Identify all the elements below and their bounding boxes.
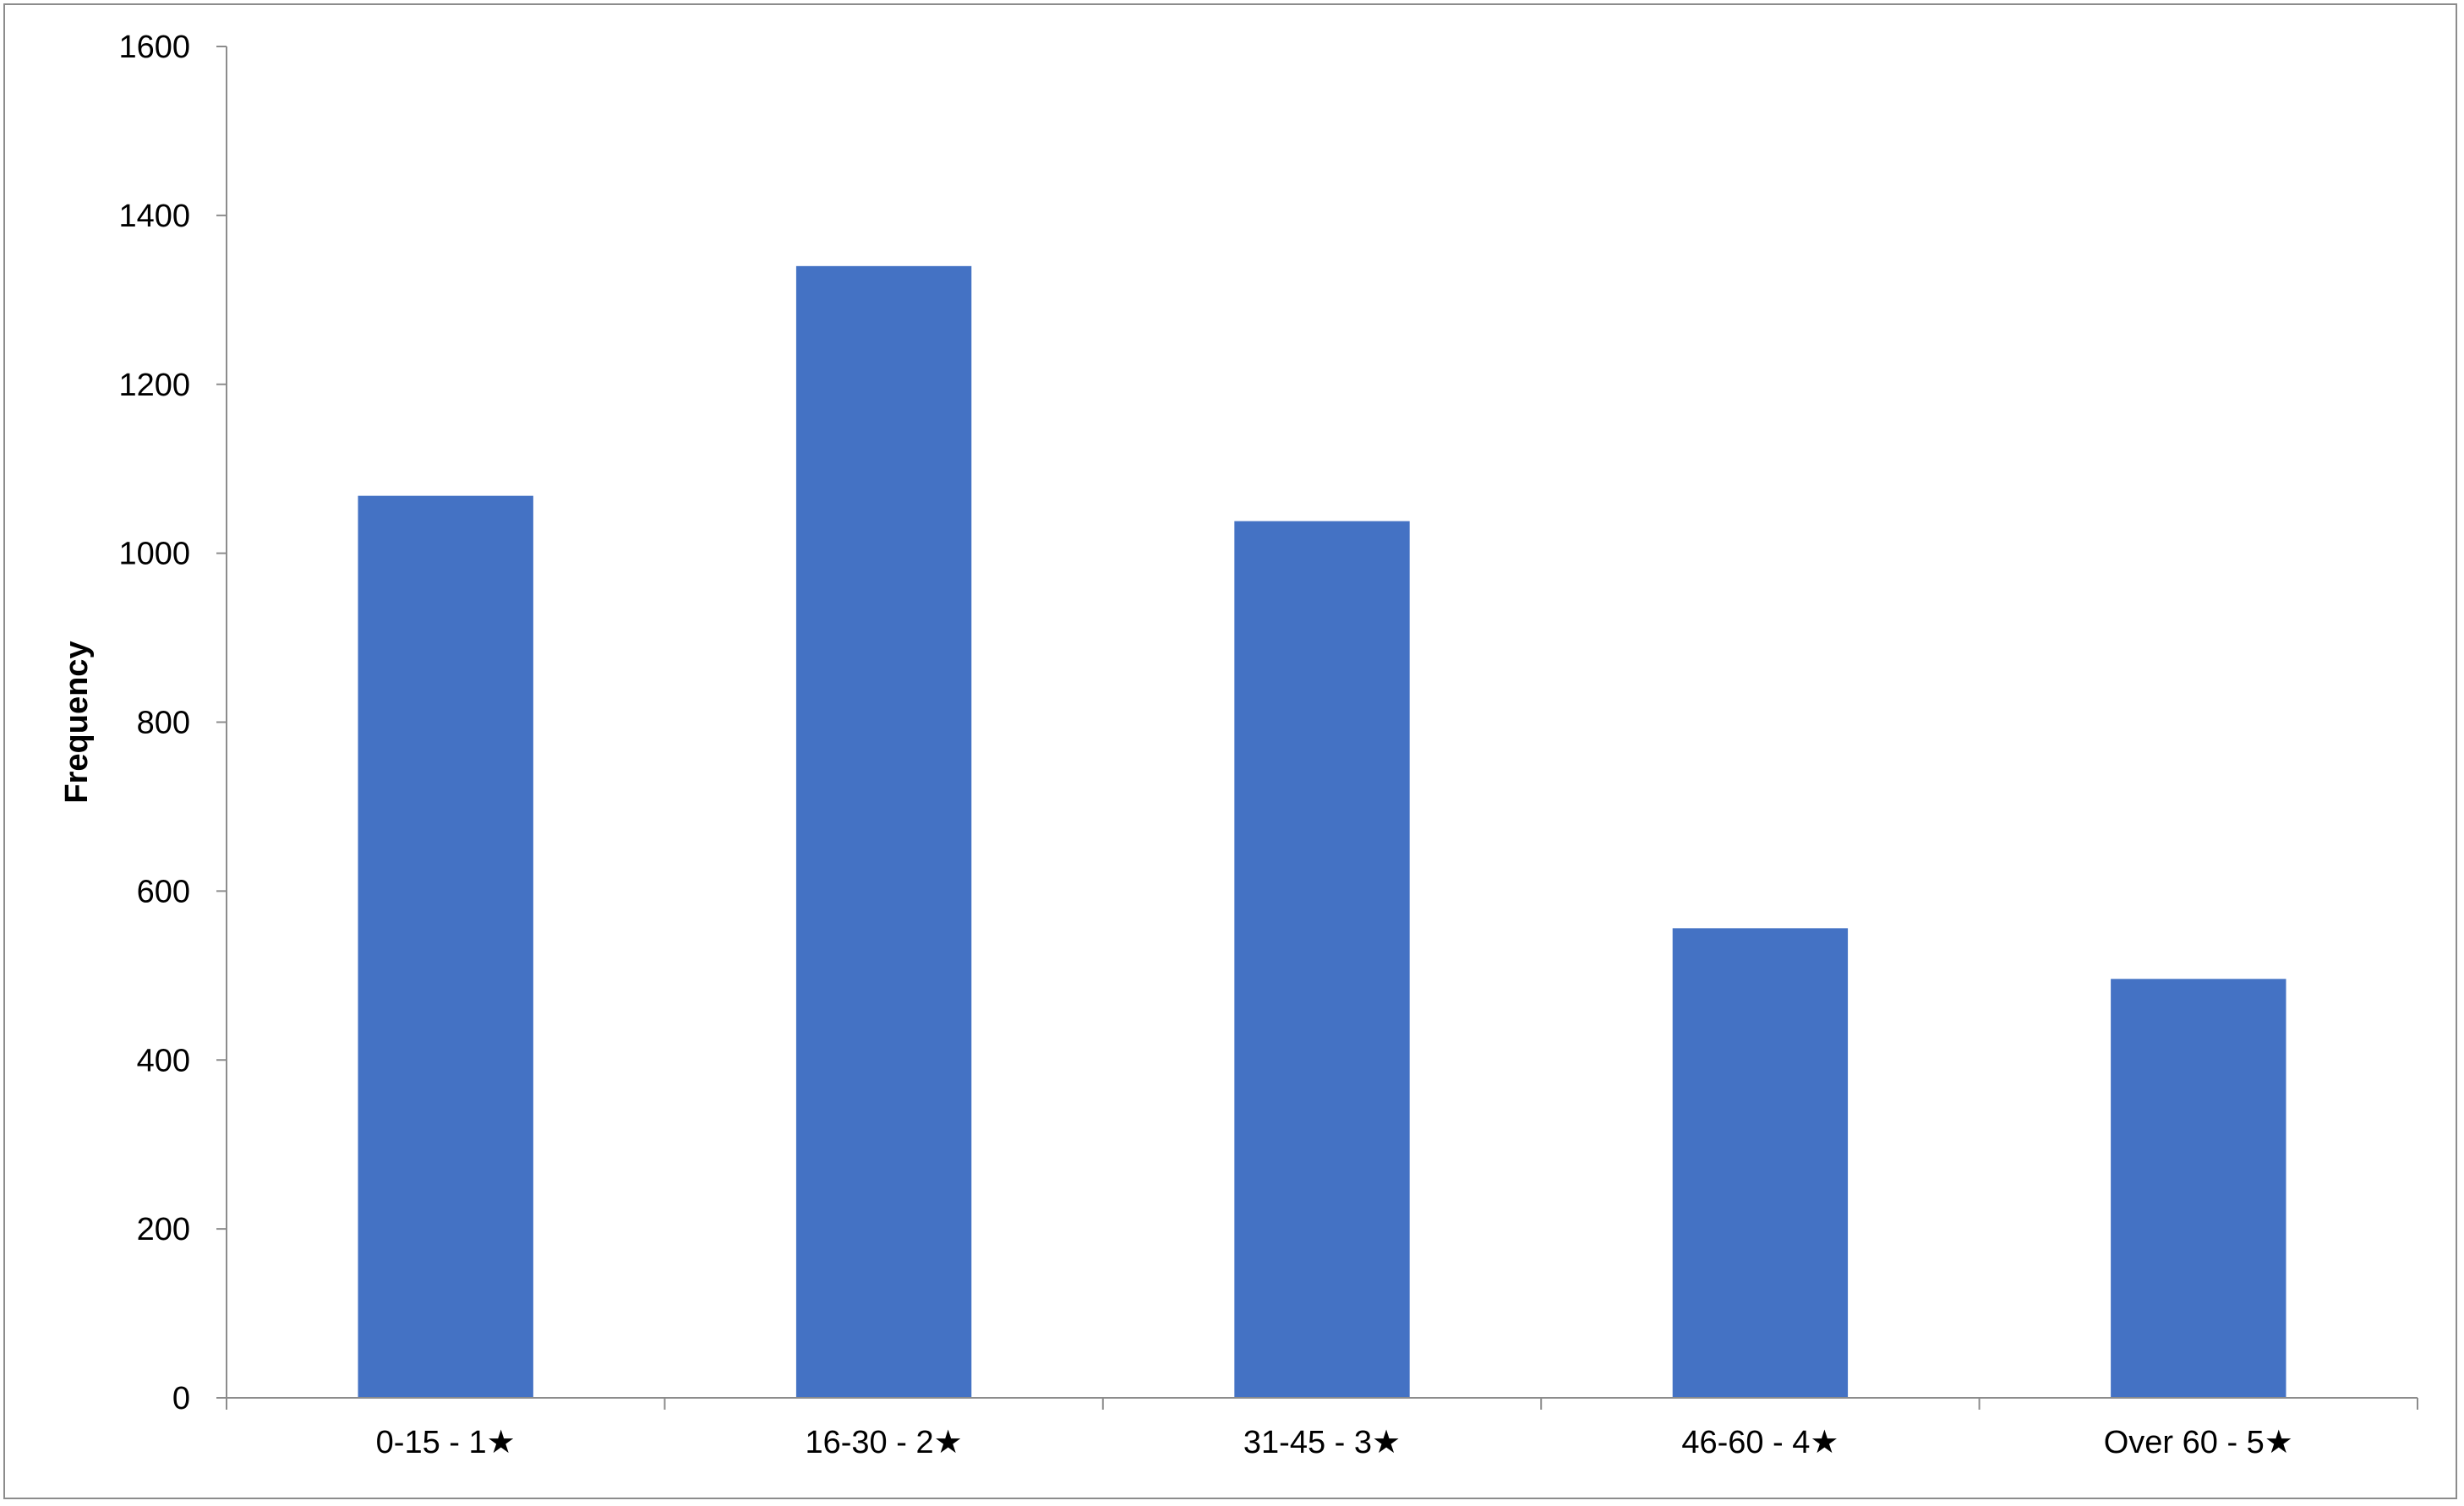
x-tick-label: 46-60 - 4★ xyxy=(1681,1425,1838,1460)
bar xyxy=(1234,521,1410,1399)
x-ticks: 0-15 - 1★ 16-30 - 2★ 31-45 - 3★ 46-60 - 4★ O… xyxy=(226,1398,2418,1460)
x-tick-label: 0-15 - 1★ xyxy=(376,1425,516,1460)
bar xyxy=(1672,928,1849,1398)
bar xyxy=(2111,979,2286,1398)
bars-group xyxy=(358,265,2286,1399)
y-tick-label: 200 xyxy=(137,1212,190,1247)
y-tick-label: 1400 xyxy=(118,199,190,234)
y-tick-label: 0 xyxy=(172,1381,190,1416)
y-tick-label: 600 xyxy=(137,874,190,909)
x-tick-label: 16-30 - 2★ xyxy=(806,1425,963,1460)
y-ticks: 0 200 400 600 800 1000 1200 1400 1600 xyxy=(118,30,227,1416)
bar xyxy=(358,495,533,1398)
x-tick-label: Over 60 - 5★ xyxy=(2104,1425,2293,1460)
y-tick-label: 1000 xyxy=(118,537,190,572)
y-tick-label: 400 xyxy=(137,1043,190,1078)
x-tick-label: 31-45 - 3★ xyxy=(1243,1425,1401,1460)
y-tick-label: 800 xyxy=(137,706,190,741)
y-axis-title: Frequency xyxy=(59,641,95,803)
bar xyxy=(795,265,972,1398)
y-tick-label: 1600 xyxy=(118,30,190,65)
y-tick-label: 1200 xyxy=(118,368,190,403)
